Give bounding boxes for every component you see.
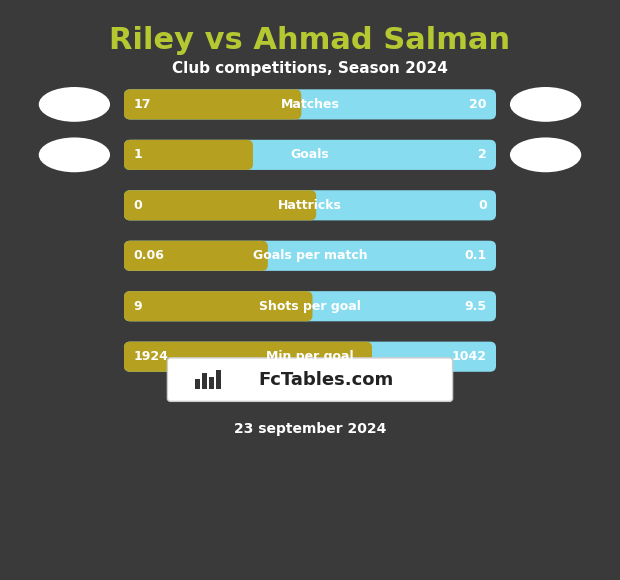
FancyBboxPatch shape xyxy=(124,342,496,372)
FancyBboxPatch shape xyxy=(124,291,312,321)
Text: Matches: Matches xyxy=(281,98,339,111)
Text: 20: 20 xyxy=(469,98,487,111)
FancyBboxPatch shape xyxy=(124,89,496,119)
Text: 1924: 1924 xyxy=(133,350,168,363)
Text: 0: 0 xyxy=(478,199,487,212)
Text: FcTables.com: FcTables.com xyxy=(258,371,393,389)
FancyBboxPatch shape xyxy=(124,89,301,119)
Ellipse shape xyxy=(39,137,110,172)
Text: Club competitions, Season 2024: Club competitions, Season 2024 xyxy=(172,61,448,76)
FancyBboxPatch shape xyxy=(124,342,372,372)
Bar xyxy=(195,379,200,390)
Text: Shots per goal: Shots per goal xyxy=(259,300,361,313)
Text: 0.06: 0.06 xyxy=(133,249,164,262)
FancyBboxPatch shape xyxy=(124,291,496,321)
Text: 1042: 1042 xyxy=(452,350,487,363)
FancyBboxPatch shape xyxy=(124,140,496,170)
FancyBboxPatch shape xyxy=(167,358,453,401)
FancyBboxPatch shape xyxy=(124,190,316,220)
Text: Riley vs Ahmad Salman: Riley vs Ahmad Salman xyxy=(110,26,510,55)
Text: 2: 2 xyxy=(478,148,487,161)
Text: Hattricks: Hattricks xyxy=(278,199,342,212)
Bar xyxy=(209,377,214,390)
FancyBboxPatch shape xyxy=(124,140,253,170)
FancyBboxPatch shape xyxy=(124,241,268,271)
Text: 9.5: 9.5 xyxy=(464,300,487,313)
Text: 23 september 2024: 23 september 2024 xyxy=(234,422,386,436)
Bar xyxy=(216,370,221,390)
Text: 1: 1 xyxy=(133,148,142,161)
Ellipse shape xyxy=(510,87,582,122)
Ellipse shape xyxy=(39,87,110,122)
Ellipse shape xyxy=(510,137,582,172)
Bar xyxy=(202,374,207,390)
Text: 0.1: 0.1 xyxy=(464,249,487,262)
Text: 17: 17 xyxy=(133,98,151,111)
Text: 9: 9 xyxy=(133,300,142,313)
Text: Goals per match: Goals per match xyxy=(253,249,367,262)
Text: Goals: Goals xyxy=(291,148,329,161)
FancyBboxPatch shape xyxy=(124,190,496,220)
FancyBboxPatch shape xyxy=(124,241,496,271)
Text: 0: 0 xyxy=(133,199,142,212)
Text: Min per goal: Min per goal xyxy=(266,350,354,363)
